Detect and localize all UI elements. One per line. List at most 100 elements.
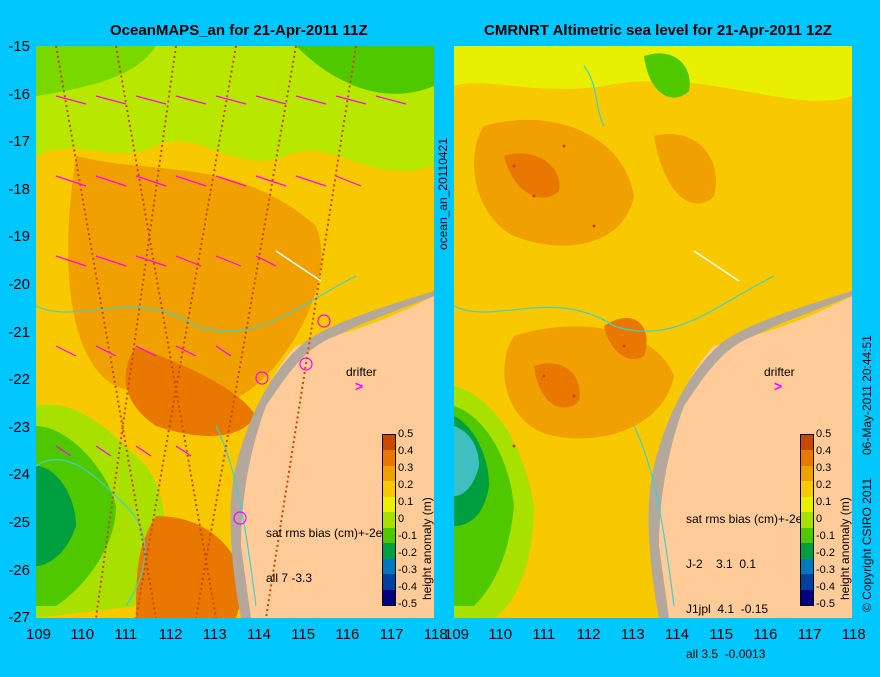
colorbar-tick-label: -0.3 [816, 564, 835, 576]
colorbar-tick-label: -0.3 [398, 564, 417, 576]
y-tick-label: -17 [8, 133, 30, 151]
left-drifter-label: drifter [346, 365, 377, 379]
colorbar-swatch [801, 527, 813, 544]
x-tick-label: 114 [665, 626, 689, 643]
y-tick-label: -18 [8, 180, 30, 198]
colorbar-swatch [383, 527, 395, 544]
y-tick-label: -15 [8, 38, 30, 55]
left-colorbar [382, 434, 396, 606]
colorbar-swatch [383, 496, 395, 513]
x-tick-label: 112 [158, 626, 183, 643]
colorbar-tick-label: 0.5 [398, 428, 414, 440]
colorbar-swatch [801, 589, 813, 606]
colorbar-swatch [801, 481, 813, 498]
colorbar-swatch [801, 450, 813, 467]
y-tick-label: -25 [8, 514, 30, 531]
left-map-svg [36, 46, 434, 618]
colorbar-swatch [801, 496, 813, 513]
y-tick-label: -26 [8, 561, 30, 579]
y-tick-label: -20 [8, 276, 30, 293]
x-tick-label: 115 [291, 626, 316, 643]
y-tick-label: -19 [8, 228, 30, 246]
colorbar-swatch [383, 465, 395, 482]
left-map-panel [36, 46, 434, 618]
x-tick-label: 109 [26, 626, 52, 643]
right-colorbar [800, 434, 814, 606]
colorbar-swatch [383, 450, 395, 467]
x-tick-label: 117 [797, 626, 822, 643]
left-colorbar-label: height anomaly (m) [420, 497, 434, 600]
y-tick-label: -16 [8, 85, 30, 103]
x-tick-label: 115 [709, 626, 734, 643]
right-stats-line: J-2 3.1 0.1 [686, 557, 757, 571]
right-drifter-arrow-icon: > [774, 378, 783, 394]
x-tick-label: 111 [532, 626, 556, 643]
colorbar-tick-label: 0 [816, 513, 823, 525]
colorbar-swatch [801, 558, 813, 575]
colorbar-swatch [383, 558, 395, 575]
colorbar-swatch [383, 543, 395, 560]
x-tick-label: 112 [576, 626, 601, 643]
y-tick-label: -21 [8, 323, 30, 341]
right-stats-line: all 3.5 -0.0013 [686, 647, 766, 661]
x-tick-label: 110 [70, 626, 95, 643]
colorbar-swatch [801, 465, 813, 482]
x-tick-label: 116 [753, 626, 778, 643]
x-tick-label: 116 [335, 626, 360, 643]
colorbar-tick-label: 0.2 [398, 479, 414, 491]
copyright-label: © Copyright CSIRO 2011 [860, 477, 874, 612]
x-tick-label: 118 [841, 626, 866, 643]
x-tick-label: 111 [114, 626, 138, 643]
colorbar-swatch [801, 435, 813, 451]
colorbar-tick-label: 0.1 [398, 496, 414, 508]
colorbar-tick-label: -0.2 [816, 547, 835, 559]
right-drifter-label: drifter [764, 365, 795, 379]
left-stats-line: sat rms bias (cm)+-2e [266, 526, 383, 540]
right-stats-line: J1jpl 4.1 -0.15 [686, 602, 769, 616]
y-tick-label: -23 [8, 418, 30, 436]
left-stats-line: all 7 -3.3 [266, 571, 313, 585]
right-side-label: 06-May-2011 20:44:51 [860, 335, 874, 455]
x-tick-label: 109 [444, 626, 470, 643]
colorbar-tick-label: 0.3 [398, 462, 414, 474]
left-side-label: ocean_an_20110421 [436, 138, 450, 250]
colorbar-tick-label: 0.1 [816, 496, 832, 508]
right-map-svg [454, 46, 852, 618]
colorbar-tick-label: 0.3 [816, 462, 832, 474]
right-colorbar-label: height anomaly (m) [838, 497, 852, 600]
colorbar-swatch [383, 589, 395, 606]
x-tick-label: 117 [379, 626, 404, 643]
colorbar-swatch [801, 543, 813, 560]
colorbar-tick-label: -0.1 [816, 530, 835, 542]
right-map-panel [454, 46, 852, 618]
colorbar-swatch [383, 481, 395, 498]
y-tick-label: -24 [8, 466, 30, 484]
y-tick-label: -22 [8, 371, 30, 389]
x-tick-label: 113 [620, 626, 645, 643]
right-stats-line: sat rms bias (cm)+-2e [686, 512, 803, 526]
colorbar-tick-label: -0.5 [398, 598, 417, 610]
right-stats: sat rms bias (cm)+-2e J-2 3.1 0.1 J1jpl … [686, 482, 802, 677]
colorbar-swatch [383, 574, 395, 591]
colorbar-tick-label: -0.5 [816, 598, 835, 610]
left-map-title: OceanMAPS_an for 21-Apr-2011 11Z [110, 22, 368, 39]
colorbar-tick-label: 0.5 [816, 428, 832, 440]
colorbar-tick-label: 0 [398, 513, 405, 525]
colorbar-tick-label: -0.4 [816, 581, 835, 593]
x-tick-label: 110 [488, 626, 513, 643]
colorbar-swatch [801, 574, 813, 591]
x-tick-label: 113 [202, 626, 227, 643]
colorbar-swatch [383, 512, 395, 529]
colorbar-tick-label: -0.2 [398, 547, 417, 559]
colorbar-tick-label: 0.2 [816, 479, 832, 491]
colorbar-tick-label: -0.4 [398, 581, 417, 593]
colorbar-tick-label: 0.4 [816, 445, 832, 457]
left-drifter-arrow-icon: > [355, 378, 364, 394]
colorbar-swatch [383, 435, 395, 451]
x-tick-label: 118 [423, 626, 448, 643]
colorbar-swatch [801, 512, 813, 529]
y-tick-label: -27 [8, 609, 30, 627]
x-tick-label: 114 [247, 626, 271, 643]
left-stats: sat rms bias (cm)+-2e all 7 -3.3 [266, 496, 382, 601]
right-map-title: CMRNRT Altimetric sea level for 21-Apr-2… [484, 22, 832, 39]
